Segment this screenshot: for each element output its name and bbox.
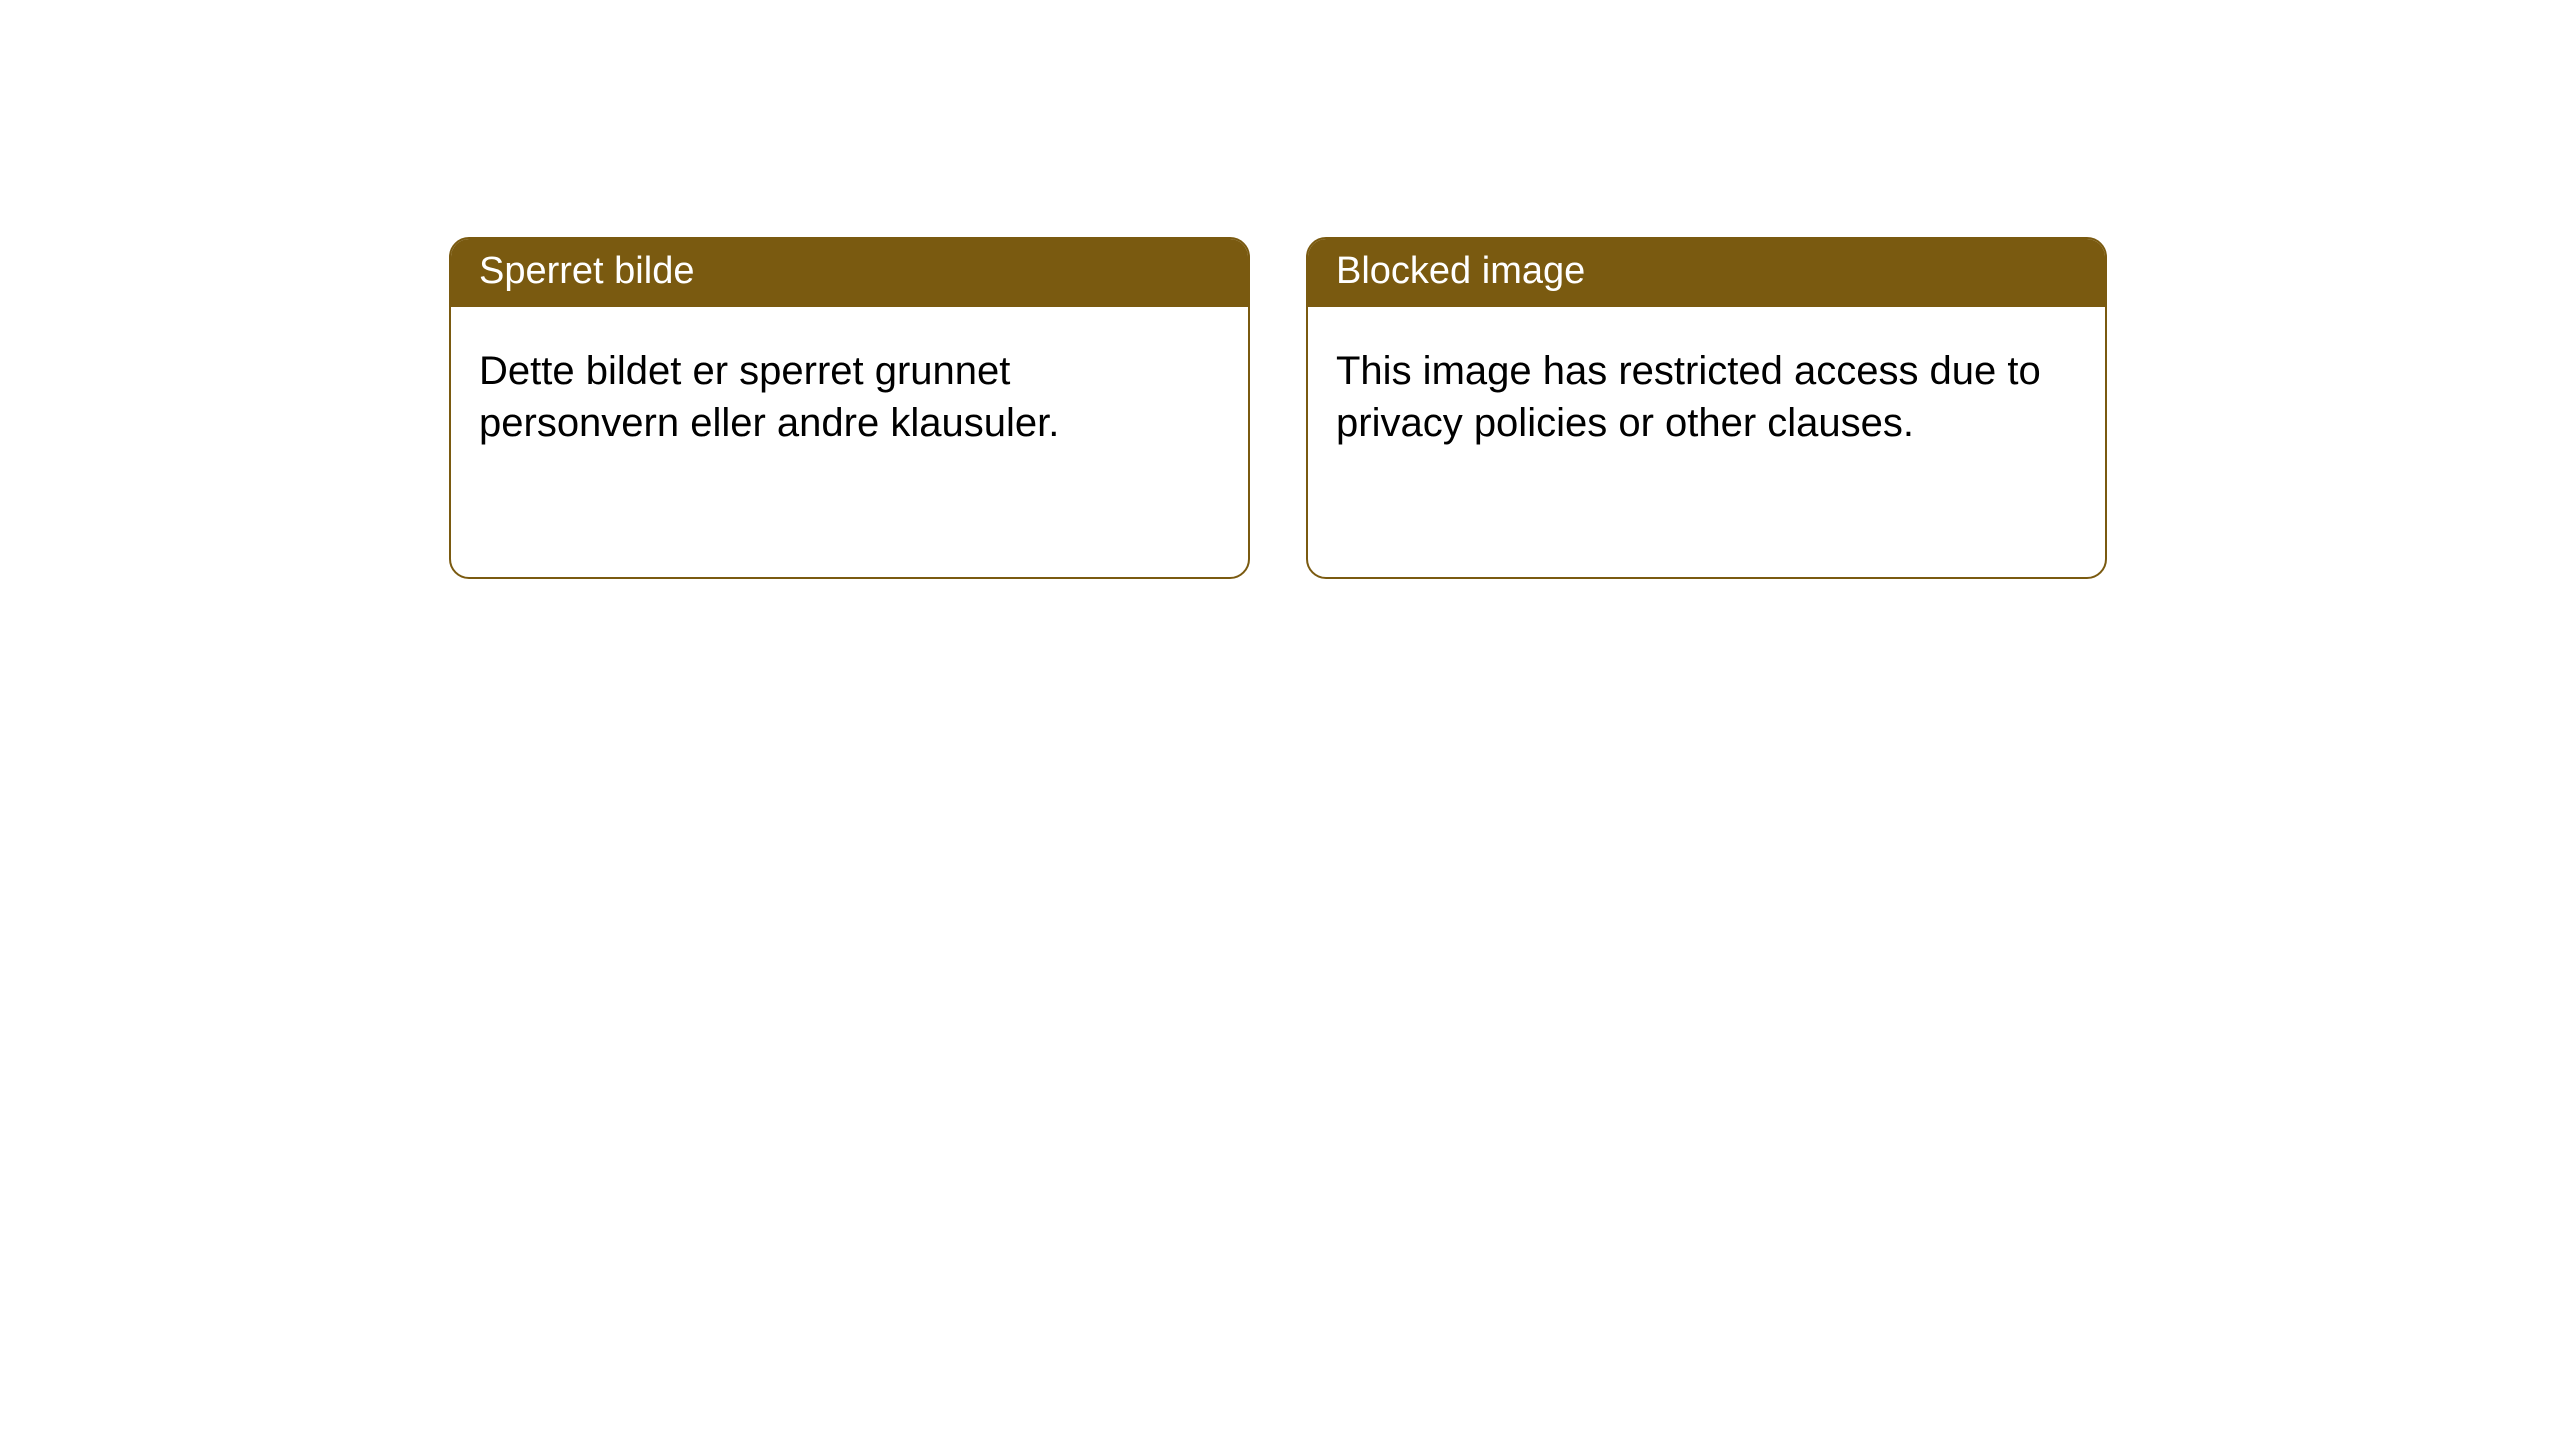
notice-title-norwegian: Sperret bilde — [479, 250, 694, 292]
notice-title-english: Blocked image — [1336, 250, 1585, 292]
notice-card-english: Blocked image This image has restricted … — [1306, 237, 2107, 579]
notice-card-norwegian: Sperret bilde Dette bildet er sperret gr… — [449, 237, 1250, 579]
notice-body-english: This image has restricted access due to … — [1308, 307, 2105, 577]
notice-text-english: This image has restricted access due to … — [1336, 349, 2041, 445]
notice-container: Sperret bilde Dette bildet er sperret gr… — [0, 0, 2560, 579]
notice-header-norwegian: Sperret bilde — [451, 239, 1248, 307]
notice-text-norwegian: Dette bildet er sperret grunnet personve… — [479, 349, 1059, 445]
notice-header-english: Blocked image — [1308, 239, 2105, 307]
notice-body-norwegian: Dette bildet er sperret grunnet personve… — [451, 307, 1248, 577]
